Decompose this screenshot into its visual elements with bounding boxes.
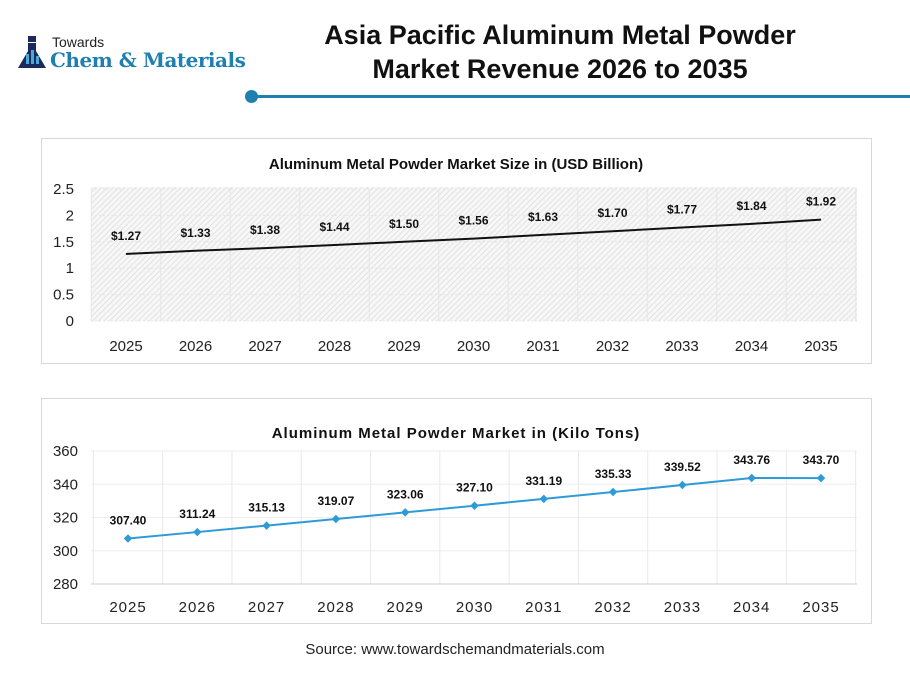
data-label: 315.13 xyxy=(248,501,285,515)
data-label: $1.27 xyxy=(111,229,141,243)
data-point xyxy=(123,534,133,543)
logo-main: Chem & Materials xyxy=(50,48,246,72)
flask-icon xyxy=(18,36,46,68)
rule-dot xyxy=(245,90,258,103)
x-tick-label: 2031 xyxy=(525,599,562,616)
y-tick-label: 1 xyxy=(66,260,74,277)
x-tick-label: 2030 xyxy=(457,338,490,355)
data-point xyxy=(262,521,271,530)
x-tick-label: 2035 xyxy=(802,599,839,616)
data-label: $1.84 xyxy=(736,199,766,213)
page-title: Asia Pacific Aluminum Metal Powder Market… xyxy=(260,18,860,86)
chart-volume: Aluminum Metal Powder Market in (Kilo To… xyxy=(53,425,857,616)
data-point xyxy=(539,494,549,504)
x-tick-label: 2032 xyxy=(596,338,629,355)
y-tick-label: 0 xyxy=(66,313,74,330)
data-point xyxy=(747,473,756,483)
plot-hatch xyxy=(91,187,857,321)
series-line xyxy=(125,218,822,255)
data-label: 331.19 xyxy=(525,474,562,488)
data-label: $1.92 xyxy=(806,195,836,209)
title-line-2: Market Revenue 2026 to 2035 xyxy=(372,54,748,84)
data-label: $1.70 xyxy=(597,206,627,220)
data-point xyxy=(816,473,826,483)
x-tick-label: 2025 xyxy=(109,599,146,616)
y-tick-label: 2 xyxy=(66,207,74,224)
x-tick-label: 2030 xyxy=(456,599,493,616)
data-label: $1.44 xyxy=(319,220,349,234)
y-tick-label: 2.5 xyxy=(53,181,74,198)
y-tick-label: 340 xyxy=(53,476,78,493)
x-tick-label: 2026 xyxy=(179,338,212,355)
data-point xyxy=(331,514,341,524)
chart-title: Aluminum Metal Powder Market Size in (US… xyxy=(269,156,643,173)
chart-title: Aluminum Metal Powder Market in (Kilo To… xyxy=(272,425,641,442)
x-tick-label: 2031 xyxy=(526,338,559,355)
data-point xyxy=(678,480,687,490)
x-tick-label: 2027 xyxy=(248,338,281,355)
chart-panel-revenue: Aluminum Metal Powder Market Size in (US… xyxy=(41,138,872,364)
data-label: 343.70 xyxy=(803,453,840,467)
data-label: $1.50 xyxy=(389,217,419,231)
x-tick-label: 2033 xyxy=(664,599,701,616)
data-label: 343.76 xyxy=(733,453,770,467)
y-tick-label: 0.5 xyxy=(53,287,74,304)
data-label: 311.24 xyxy=(179,507,215,521)
x-tick-label: 2028 xyxy=(318,338,351,355)
x-tick-label: 2035 xyxy=(804,338,837,355)
chart-panel-volume: Aluminum Metal Powder Market in (Kilo To… xyxy=(41,398,872,624)
data-label: $1.33 xyxy=(180,226,210,240)
logo-top: Towards xyxy=(52,34,105,50)
data-point xyxy=(400,508,410,517)
data-label: 323.06 xyxy=(387,487,424,501)
data-label: 335.33 xyxy=(595,467,632,481)
source-note: Source: www.towardschemandmaterials.com xyxy=(305,641,605,658)
data-label: $1.56 xyxy=(458,214,488,228)
data-point xyxy=(470,501,479,510)
data-point xyxy=(193,527,202,537)
x-tick-label: 2033 xyxy=(665,338,698,355)
data-label: $1.38 xyxy=(250,223,280,237)
y-tick-label: 280 xyxy=(53,576,78,593)
data-label: $1.77 xyxy=(667,203,697,217)
y-tick-label: 360 xyxy=(53,443,78,460)
x-tick-label: 2029 xyxy=(387,338,420,355)
data-point xyxy=(608,487,618,497)
data-label: 307.40 xyxy=(110,513,147,527)
title-rule xyxy=(252,95,910,98)
x-tick-label: 2027 xyxy=(248,599,285,616)
y-tick-label: 1.5 xyxy=(53,234,74,251)
y-tick-label: 320 xyxy=(53,510,78,527)
x-tick-label: 2032 xyxy=(594,599,631,616)
data-label: $1.63 xyxy=(528,210,558,224)
x-tick-label: 2028 xyxy=(317,599,354,616)
y-tick-label: 300 xyxy=(53,543,78,560)
x-tick-label: 2029 xyxy=(387,599,424,616)
x-tick-label: 2026 xyxy=(179,599,216,616)
data-label: 339.52 xyxy=(664,460,701,474)
data-label: 327.10 xyxy=(456,481,493,495)
title-line-1: Asia Pacific Aluminum Metal Powder xyxy=(324,20,796,50)
chart-revenue: Aluminum Metal Powder Market Size in (US… xyxy=(53,156,857,355)
x-tick-label: 2034 xyxy=(735,338,768,355)
x-tick-label: 2034 xyxy=(733,599,770,616)
data-label: 319.07 xyxy=(318,494,355,508)
x-tick-label: 2025 xyxy=(109,338,142,355)
